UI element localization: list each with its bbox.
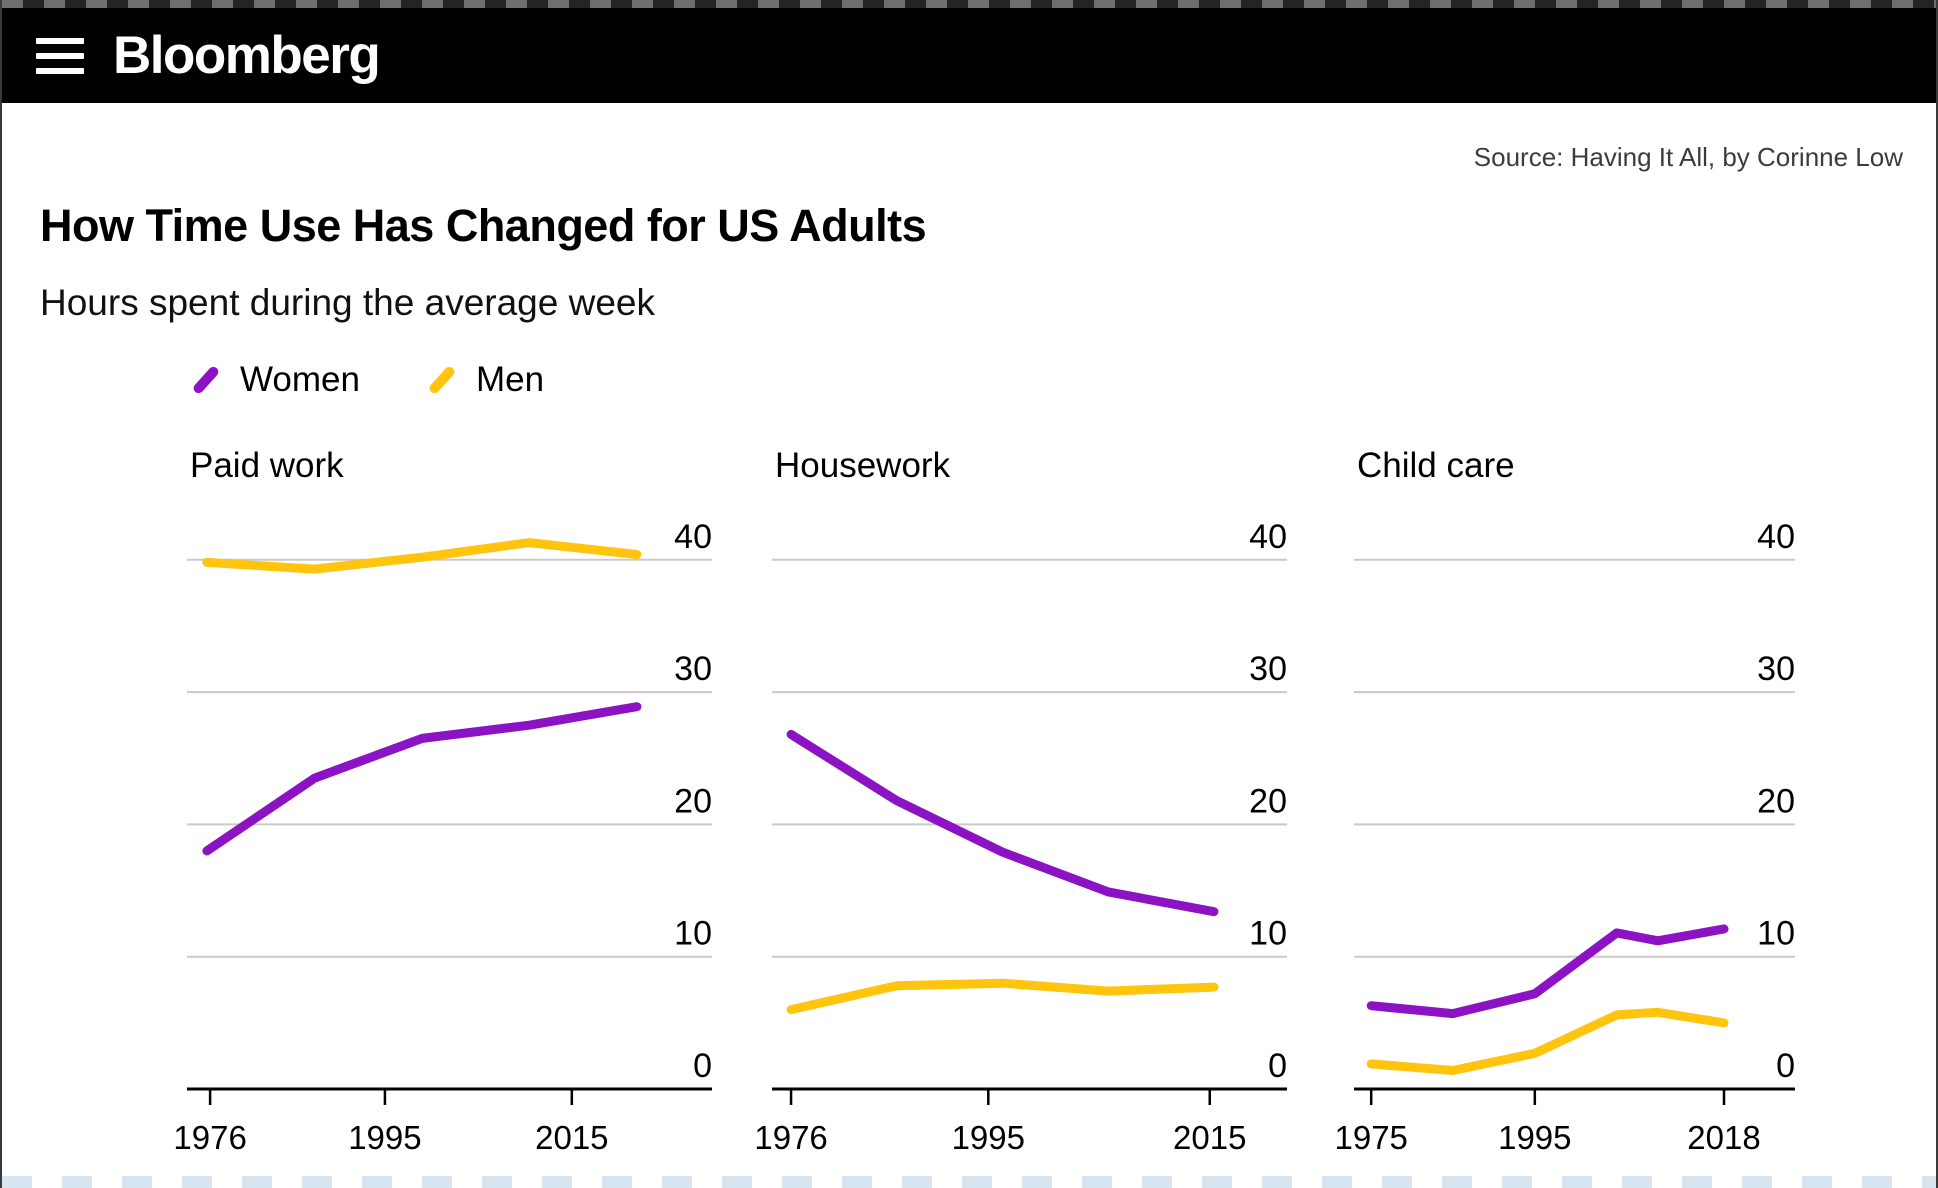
legend-item-men: Men	[426, 360, 544, 400]
men-line	[202, 538, 642, 574]
y-axis-label-0: 0	[1776, 1047, 1795, 1085]
y-axis-label-0: 0	[1268, 1047, 1287, 1085]
x-axis-label-1995: 1995	[952, 1119, 1025, 1156]
y-axis-label-20: 20	[1249, 782, 1287, 820]
housework-chart: 0 10 20 30 40 1976 1995 2015	[754, 518, 1287, 1156]
panel-title-child-care: Child care	[1357, 446, 1515, 485]
chart-subtitle: Hours spent during the average week	[40, 282, 655, 323]
panel-title-paid-work: Paid work	[190, 446, 344, 485]
men-line	[1366, 1007, 1729, 1075]
y-axis-label-20: 20	[674, 782, 712, 820]
men-line	[786, 978, 1219, 1015]
source-attribution: Source: Having It All, by Corinne Low	[1473, 142, 1903, 172]
x-axis-label-2018: 2018	[1687, 1119, 1760, 1156]
x-axis-label-1975: 1975	[1334, 1119, 1407, 1156]
legend-item-women: Women	[190, 360, 360, 400]
x-axis-label-1995: 1995	[348, 1119, 421, 1156]
women-line	[1366, 924, 1729, 1019]
panel-title-housework: Housework	[775, 446, 951, 485]
bloomberg-header: Bloomberg	[2, 8, 1936, 103]
hamburger-bar	[36, 52, 84, 59]
y-axis-label-40: 40	[1757, 518, 1795, 556]
women-line	[786, 729, 1219, 917]
hamburger-bar	[36, 37, 84, 44]
bloomberg-logo[interactable]: Bloomberg	[113, 26, 381, 85]
hamburger-icon[interactable]	[36, 37, 86, 74]
y-axis-label-20: 20	[1757, 782, 1795, 820]
y-axis-label-30: 30	[1249, 650, 1287, 688]
child-care-chart: 0 10 20 30 40 1975 1995 2018	[1334, 518, 1795, 1156]
y-axis-label-40: 40	[674, 518, 712, 556]
legend-label: Women	[240, 360, 360, 399]
x-axis-label-1976: 1976	[173, 1119, 246, 1156]
legend: Women Men	[190, 360, 544, 400]
x-axis-label-1976: 1976	[754, 1119, 827, 1156]
y-axis-label-30: 30	[1757, 650, 1795, 688]
y-axis-label-10: 10	[674, 915, 712, 953]
x-axis-label-1995: 1995	[1498, 1119, 1571, 1156]
y-axis-label-10: 10	[1757, 915, 1795, 953]
bottom-edge-artifact	[2, 1176, 1936, 1188]
women-line	[202, 702, 642, 856]
chart-title: How Time Use Has Changed for US Adults	[40, 200, 927, 251]
paid-work-chart: 0 10 20 30 40 1976 1995 2015	[173, 518, 712, 1156]
x-axis-label-2015: 2015	[535, 1119, 608, 1156]
y-axis-label-30: 30	[674, 650, 712, 688]
y-axis-label-0: 0	[693, 1047, 712, 1085]
hamburger-bar	[36, 67, 84, 74]
x-axis-label-2015: 2015	[1173, 1119, 1246, 1156]
y-axis-label-40: 40	[1249, 518, 1287, 556]
y-axis-label-10: 10	[1249, 915, 1287, 953]
legend-label: Men	[475, 360, 545, 399]
top-edge-artifact	[2, 0, 1936, 8]
